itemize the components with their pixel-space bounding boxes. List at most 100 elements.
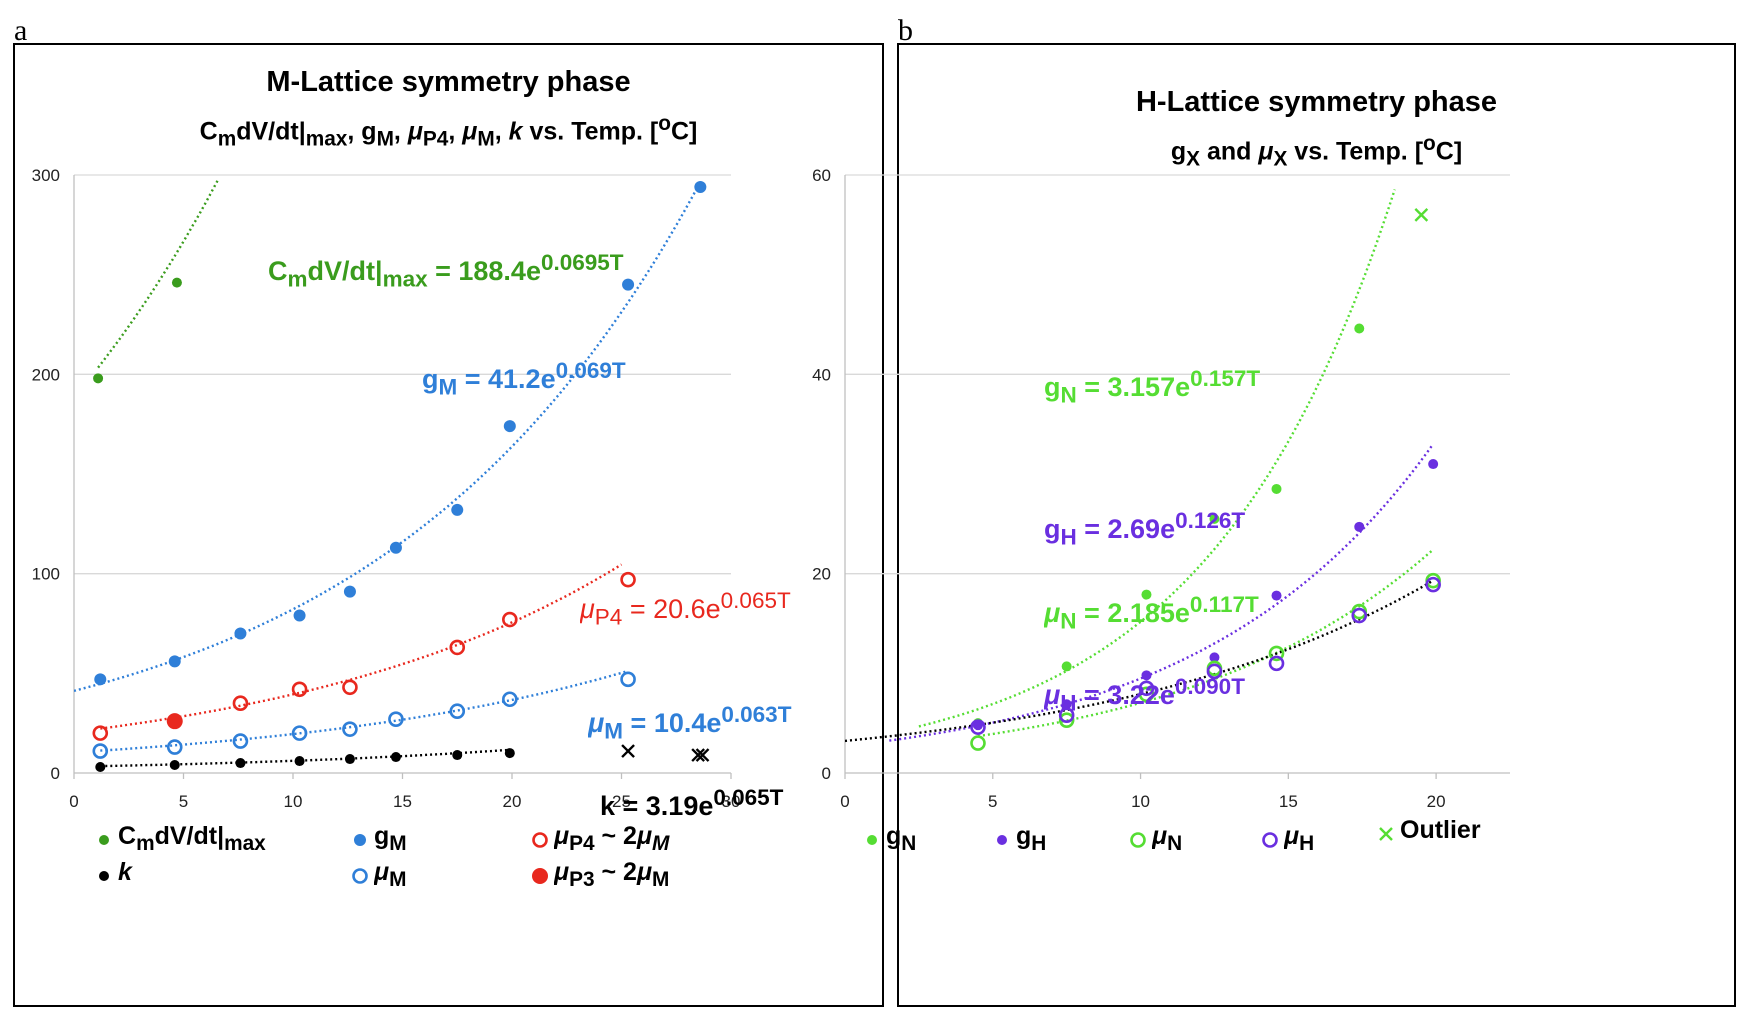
data-point [390,752,401,763]
legend-label: μN [1152,822,1183,855]
legend-label: k [118,858,132,886]
legend-item-cmdv-dt-max: CmdV/dt|max [99,822,266,855]
panel-b-plot: 0 20 40 60 0 5 10 15 20 [812,166,1510,811]
legend-marker [997,835,1007,845]
series-outlier [1414,208,1429,222]
legend-label: gN [886,822,917,855]
trendline-k [100,748,510,768]
equation-mup4: μP4 = 20.6e0.065T [580,588,791,630]
data-point [449,639,466,656]
legend-item-mup3-2mum: μP3 ~ 2μM [532,858,670,891]
data-point [234,627,247,640]
data-point [1061,699,1072,710]
series-k-outliers [621,744,710,762]
data-point [1206,663,1223,680]
equation-muh: μH = 3.22e0.090T [1044,674,1245,716]
data-point [695,748,710,762]
series-mup4-2mum [92,571,636,741]
x-tick-label: 0 [840,792,849,811]
x-tick-label: 25 [612,792,631,811]
panel-a-title: M-Lattice symmetry phase [266,66,631,98]
data-point [1354,521,1365,532]
data-point [1058,707,1075,723]
legend-label: μP3 ~ 2μM [554,858,670,891]
y-tick-label: 100 [32,565,60,584]
panel-b-subtitle: gX and μX vs. Temp. [oC] [1170,132,1463,171]
data-point [504,748,515,759]
data-point [970,735,986,751]
legend-marker [1130,832,1146,848]
series-gh [973,459,1439,731]
data-point [1141,589,1152,600]
data-point [1209,652,1220,663]
legend-marker [99,835,109,845]
legend-marker [352,868,368,884]
data-point [1354,323,1365,334]
equation-mun: μN = 2.185e0.117T [1044,592,1259,634]
panel-a-frame [13,43,884,1007]
data-point [168,655,181,668]
x-tick-label: 15 [393,792,412,811]
data-point [502,611,518,628]
y-tick-label: 60 [812,166,831,185]
data-point [1138,680,1155,697]
data-point [1351,607,1368,624]
panel-a-subtitle: CmdV/dt|max, gM, μP4, μM, k vs. Temp. [o… [199,112,698,151]
data-point [1271,590,1282,601]
legend-item-muh: μH [1262,822,1314,855]
trendline-cmdv-dt-max [97,178,220,369]
fit-curves [845,189,1435,743]
legend-item-gn: gN [867,822,917,855]
data-point [344,754,355,765]
legend-item-mup4-2mum: μP4 ~ 2μM [532,822,669,855]
data-point [970,719,986,735]
panel-a: a M-Lattice symmetry phase CmdV/dt|max, … [13,14,884,1007]
data-point [503,420,516,433]
fit-curves [74,178,702,768]
trendline-gn [918,189,1396,728]
data-point [1271,483,1282,494]
equation-k: k = 3.19e0.065T [600,785,784,821]
legend-item-k: k [99,858,132,886]
legend-marker [99,871,109,881]
y-tick-label: 40 [812,365,831,384]
y-tick-label: 300 [32,166,60,185]
data-point [166,739,183,755]
data-point [973,720,983,731]
x-tick-label: 30 [722,792,741,811]
equation-mum: μM = 10.4e0.063T [588,702,792,744]
legend-label: gM [374,822,407,855]
panel-a-letter: a [14,14,27,47]
x-tick-label: 5 [988,792,997,811]
data-point [291,725,308,741]
panel-b-legend: gN gH μN μH Outlier [867,816,1481,855]
data-point [166,713,183,730]
x-tick-label: 10 [284,792,303,811]
panel-b: b H-Lattice symmetry phase gX and μX vs.… [812,14,1736,1007]
data-point [620,671,636,688]
data-point [232,695,249,712]
trendline-mup4-2mum [100,563,623,730]
equation-gm: gM = 41.2e0.069T [422,358,626,400]
y-tick-label: 200 [32,365,60,384]
y-tick-label: 0 [51,764,60,783]
x-tick-label: 5 [179,792,188,811]
x-tick-label: 20 [503,792,522,811]
data-point [342,721,358,737]
legend-marker [532,868,548,884]
legend-label: gH [1016,822,1047,855]
data-point [171,277,182,288]
data-point [95,762,106,773]
legend-label: CmdV/dt|max [118,822,266,855]
x-tick-label: 15 [1279,792,1298,811]
data-point [389,541,402,554]
equation-gn: gN = 3.157e0.157T [1044,366,1261,408]
data-point [169,760,180,771]
data-point [451,503,464,516]
legend-item-mun: μN [1130,822,1183,855]
legend-label: Outlier [1400,816,1481,844]
trendline-mum [100,669,629,752]
data-point [502,691,518,708]
data-point [342,679,358,696]
